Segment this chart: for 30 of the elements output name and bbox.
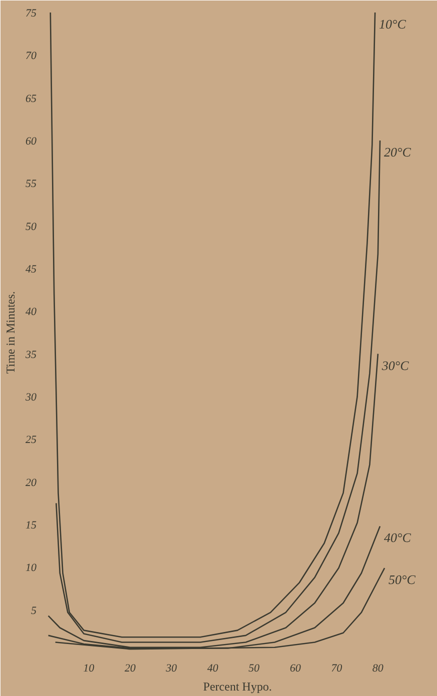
y-axis-title: Time in Minutes. xyxy=(4,291,18,374)
x-tick-label: 30 xyxy=(164,662,178,674)
x-tick-label: 40 xyxy=(207,662,219,674)
y-tick-label: 30 xyxy=(24,392,37,404)
x-tick-label: 80 xyxy=(372,662,384,674)
x-tick-label: 20 xyxy=(124,662,136,674)
y-tick-label: 55 xyxy=(26,178,37,190)
y-tick-label: 15 xyxy=(26,520,37,532)
x-tick-label: 60 xyxy=(290,662,302,674)
y-tick-label: 10 xyxy=(26,562,37,574)
y-tick-label: 45 xyxy=(26,264,37,276)
x-tick-label: 70 xyxy=(331,662,343,674)
y-tick-label: 5 xyxy=(31,604,37,617)
y-tick-label: 65 xyxy=(26,92,37,105)
x-axis-title: Percent Hypo. xyxy=(203,680,272,694)
series-label: 10°C xyxy=(379,16,406,32)
series-label: 30°C xyxy=(380,358,410,373)
y-tick-label: 50 xyxy=(26,220,37,233)
y-tick-label: 60 xyxy=(26,136,37,148)
series-label: 50°C xyxy=(388,572,416,588)
series-label: 20°C xyxy=(384,144,412,160)
y-tick-label: 75 xyxy=(26,8,37,20)
series-label: 40°C xyxy=(384,530,412,546)
y-tick-label: 20 xyxy=(26,476,37,489)
x-tick-label: 50 xyxy=(248,662,260,674)
x-tick-label: 10 xyxy=(83,662,95,674)
y-tick-label: 70 xyxy=(26,50,37,62)
y-tick-label: 40 xyxy=(26,306,37,318)
y-tick-label: 35 xyxy=(24,348,37,361)
y-tick-label: 25 xyxy=(26,434,37,446)
